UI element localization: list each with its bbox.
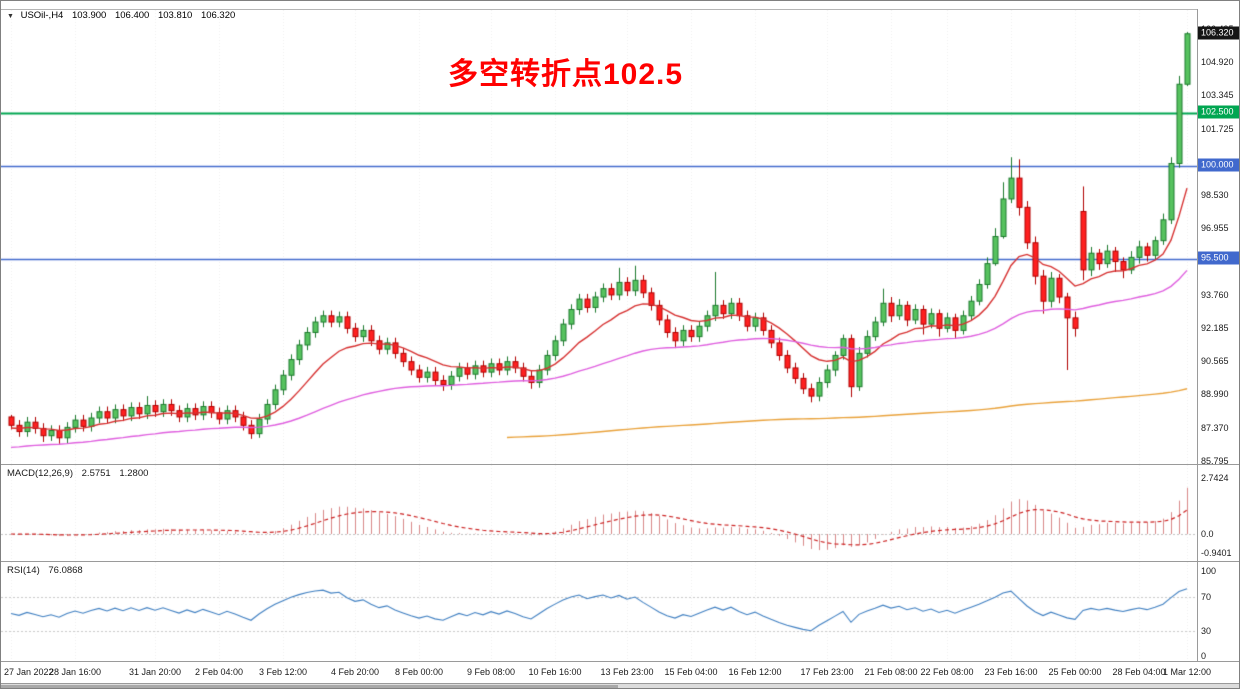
price-axis-label: 96.955	[1201, 223, 1229, 234]
time-axis-label: 2 Feb 04:00	[194, 667, 244, 677]
time-axis-label: 4 Feb 20:00	[330, 667, 380, 677]
hline-price-badge: 100.000	[1198, 158, 1239, 172]
panel-separator	[1, 661, 1239, 662]
symbol-dropdown-icon[interactable]: ▼	[7, 13, 14, 20]
time-axis-label: 22 Feb 08:00	[920, 667, 974, 677]
macd-signal-value: 1.2800	[119, 468, 149, 479]
macd-main-value: 2.5751	[81, 468, 111, 479]
time-axis-label: 25 Feb 00:00	[1048, 667, 1102, 677]
hline-price-badge: 95.500	[1198, 251, 1239, 265]
time-axis-label: 28 Feb 04:00	[1112, 667, 1166, 677]
price-axis-label: 103.345	[1201, 89, 1234, 100]
rsi-axis-label: 30	[1201, 625, 1212, 636]
macd-indicator-label: MACD(12,26,9) 2.5751 1.2800	[7, 468, 154, 479]
time-axis-label: 13 Feb 23:00	[600, 667, 654, 677]
macd-axis-label: 2.7424	[1201, 473, 1229, 483]
macd-name: MACD(12,26,9)	[7, 468, 73, 479]
price-axis-label: 101.725	[1201, 123, 1234, 134]
ohlc-open: 103.900	[71, 10, 107, 21]
price-axis-label: 98.530	[1201, 190, 1229, 201]
horizontal-scrollbar-track[interactable]	[1, 683, 1239, 688]
time-axis: 27 Jan 2022 28 Jan 16:00 31 Jan 20:00 2 Feb…	[1, 662, 1239, 683]
price-chart-canvas[interactable]	[1, 9, 1197, 465]
time-axis-label: 9 Feb 08:00	[466, 667, 516, 677]
ohlc-low: 103.810	[157, 10, 193, 21]
symbol-period-label: USOil-,H4	[20, 10, 64, 21]
time-axis-label: 28 Jan 16:00	[48, 667, 102, 677]
ohlc-close: 106.320	[200, 10, 236, 21]
time-axis-label: 16 Feb 12:00	[728, 667, 782, 677]
price-axis-label: 87.370	[1201, 423, 1229, 434]
time-axis-label: 10 Feb 16:00	[528, 667, 582, 677]
rsi-axis-label: 100	[1201, 566, 1217, 576]
macd-axis-label: -0.9401	[1201, 548, 1232, 559]
price-axis-label: 104.920	[1201, 56, 1234, 67]
symbol-info-bar: ▼ USOil-,H4 103.900 106.400 103.810 106.…	[7, 10, 235, 21]
horizontal-scrollbar-thumb[interactable]	[1, 685, 618, 688]
current-price-badge: 106.320	[1198, 26, 1239, 40]
price-scale-separator	[1197, 9, 1198, 661]
time-axis-label: 23 Feb 16:00	[984, 667, 1038, 677]
price-axis-label: 90.565	[1201, 356, 1229, 367]
price-axis-label: 88.990	[1201, 389, 1229, 400]
time-axis-label: 15 Feb 04:00	[664, 667, 718, 677]
time-axis-label: 17 Feb 23:00	[800, 667, 854, 677]
rsi-axis-label: 70	[1201, 591, 1212, 602]
time-axis-label: 21 Feb 08:00	[864, 667, 918, 677]
price-axis-label: 85.795	[1201, 455, 1229, 466]
chart-annotation-text: 多空转折点102.5	[448, 58, 684, 91]
price-axis-label: 92.185	[1201, 322, 1229, 333]
rsi-value: 76.0868	[48, 565, 83, 576]
time-axis-label: 8 Feb 00:00	[394, 667, 444, 677]
panel-separator[interactable]	[1, 561, 1239, 562]
macd-axis-label: 0.0	[1201, 529, 1214, 539]
time-axis-label: 31 Jan 20:00	[128, 667, 182, 677]
time-axis-label: 3 Feb 12:00	[258, 667, 308, 677]
rsi-indicator-label: RSI(14) 76.0868	[7, 565, 89, 576]
macd-panel-canvas[interactable]	[1, 465, 1197, 561]
rsi-axis-label: 0	[1201, 651, 1207, 661]
panel-separator[interactable]	[1, 464, 1239, 465]
rsi-panel-canvas[interactable]	[1, 562, 1197, 661]
ohlc-high: 106.400	[114, 10, 150, 21]
price-axis-label: 93.760	[1201, 289, 1229, 300]
time-axis-label: 27 Jan 2022	[4, 667, 54, 677]
hline-price-badge: 102.500	[1198, 105, 1239, 119]
rsi-name: RSI(14)	[7, 565, 40, 576]
time-axis-label: 1 Mar 12:00	[1162, 667, 1212, 677]
